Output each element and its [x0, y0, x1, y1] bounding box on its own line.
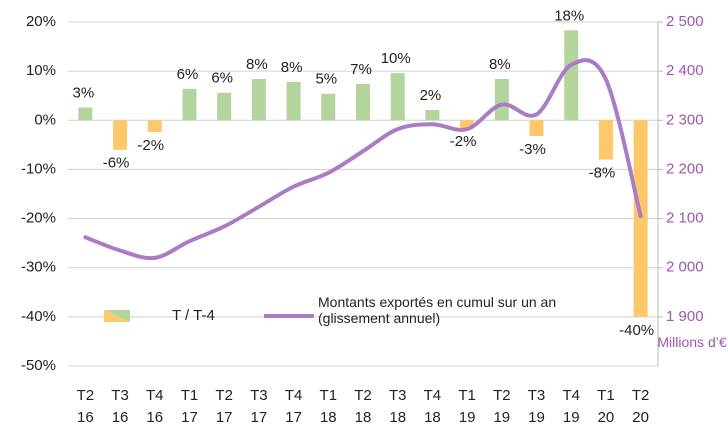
- bar: [78, 107, 93, 121]
- bar: [147, 120, 162, 133]
- data-label: -40%: [619, 322, 654, 339]
- y2-tick-label: 2 500: [666, 13, 704, 30]
- x-tick-label: 18: [424, 409, 441, 426]
- data-label: 8%: [281, 59, 303, 76]
- x-tick-label: T3: [111, 387, 129, 404]
- bar: [321, 93, 336, 121]
- bar: [633, 120, 648, 317]
- data-label: 5%: [315, 71, 337, 88]
- x-tick-label: T3: [250, 387, 268, 404]
- x-tick-label: 17: [251, 409, 268, 426]
- data-label: -2%: [137, 137, 164, 154]
- legend-label-box: Montants exportés en cumul sur un an (gl…: [318, 294, 557, 326]
- y-tick-label: -30%: [21, 259, 56, 276]
- x-tick-label: 20: [598, 409, 615, 426]
- data-label: 3%: [73, 84, 95, 101]
- x-tick-label: T1: [320, 387, 338, 404]
- line: [83, 58, 643, 261]
- x-tick-label: T2: [215, 387, 233, 404]
- x-tick-label: T4: [146, 387, 164, 404]
- x-tick-label: T1: [458, 387, 476, 404]
- bar: [286, 81, 301, 121]
- y-tick-label: -20%: [21, 210, 56, 227]
- bar: [390, 73, 405, 121]
- bar: [494, 79, 509, 121]
- x-tick-label: T1: [181, 387, 199, 404]
- bar: [564, 30, 579, 121]
- y2-tick-label: 2 100: [666, 210, 704, 227]
- y-tick-label: -50%: [21, 357, 56, 374]
- y-tick-label: 10%: [26, 62, 56, 79]
- y2-tick-label: 2 400: [666, 62, 704, 79]
- data-label: -6%: [103, 155, 130, 172]
- y2-axis-label-box: Millions d’€: [657, 334, 727, 350]
- data-label: 8%: [489, 56, 511, 73]
- data-label: -8%: [589, 165, 616, 182]
- legend-label: T / T-4: [172, 307, 215, 324]
- x-tick-label: T2: [632, 387, 650, 404]
- y2-tick-label: 2 000: [666, 259, 704, 276]
- y-tick-label: -10%: [21, 160, 56, 177]
- x-tick-label: 17: [216, 409, 233, 426]
- legend-label: Montants exportés en cumul sur un an (gl…: [318, 294, 557, 326]
- data-label: 2%: [420, 87, 442, 104]
- bar: [529, 120, 544, 137]
- x-tick-label: 17: [181, 409, 198, 426]
- x-tick-label: 18: [320, 409, 337, 426]
- x-tick-label: T2: [77, 387, 95, 404]
- data-label: -3%: [519, 141, 546, 158]
- y2-axis-label: Millions d’€: [657, 334, 727, 350]
- x-tick-label: T4: [562, 387, 580, 404]
- x-tick-label: 16: [112, 409, 129, 426]
- x-tick-label: T1: [597, 387, 615, 404]
- data-label: 7%: [350, 61, 372, 78]
- data-label: 18%: [554, 7, 584, 24]
- data-label: 10%: [381, 50, 411, 67]
- x-tick-label: 17: [285, 409, 302, 426]
- y-tick-label: -40%: [21, 308, 56, 325]
- bar: [182, 88, 197, 121]
- y-tick-label: 0%: [34, 111, 56, 128]
- x-tick-label: 19: [459, 409, 476, 426]
- y2-tick-label: 2 300: [666, 111, 704, 128]
- x-tick-label: 19: [493, 409, 510, 426]
- y2-tick-label: 1 900: [666, 308, 704, 325]
- bar: [251, 79, 266, 121]
- x-tick-label: T2: [354, 387, 372, 404]
- bar: [425, 109, 440, 121]
- data-label: -2%: [450, 133, 477, 150]
- y2-tick-label: 2 200: [666, 160, 704, 177]
- x-tick-label: 18: [389, 409, 406, 426]
- x-tick-label: T4: [285, 387, 303, 404]
- bar: [356, 83, 370, 121]
- x-tick-label: 18: [355, 409, 372, 426]
- bar: [217, 92, 232, 121]
- data-label: 6%: [211, 70, 233, 87]
- y-tick-label: 20%: [26, 13, 56, 30]
- x-tick-label: 19: [528, 409, 545, 426]
- x-tick-label: T4: [424, 387, 442, 404]
- x-tick-label: 19: [563, 409, 580, 426]
- bar: [598, 120, 613, 160]
- x-tick-label: 16: [77, 409, 94, 426]
- legend-swatch: [104, 310, 130, 322]
- bar: [460, 120, 475, 129]
- x-tick-label: T3: [389, 387, 407, 404]
- x-tick-label: T3: [528, 387, 546, 404]
- data-label: 8%: [246, 56, 268, 73]
- x-tick-label: T2: [493, 387, 511, 404]
- data-label: 6%: [177, 66, 199, 83]
- x-tick-label: 16: [146, 409, 163, 426]
- bar: [113, 120, 128, 150]
- x-tick-label: 20: [632, 409, 649, 426]
